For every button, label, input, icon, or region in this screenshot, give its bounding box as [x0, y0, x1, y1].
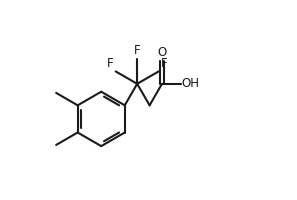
Text: F: F — [161, 57, 167, 70]
Text: F: F — [134, 44, 140, 57]
Text: OH: OH — [182, 77, 200, 90]
Text: O: O — [157, 46, 167, 59]
Text: F: F — [107, 57, 114, 70]
